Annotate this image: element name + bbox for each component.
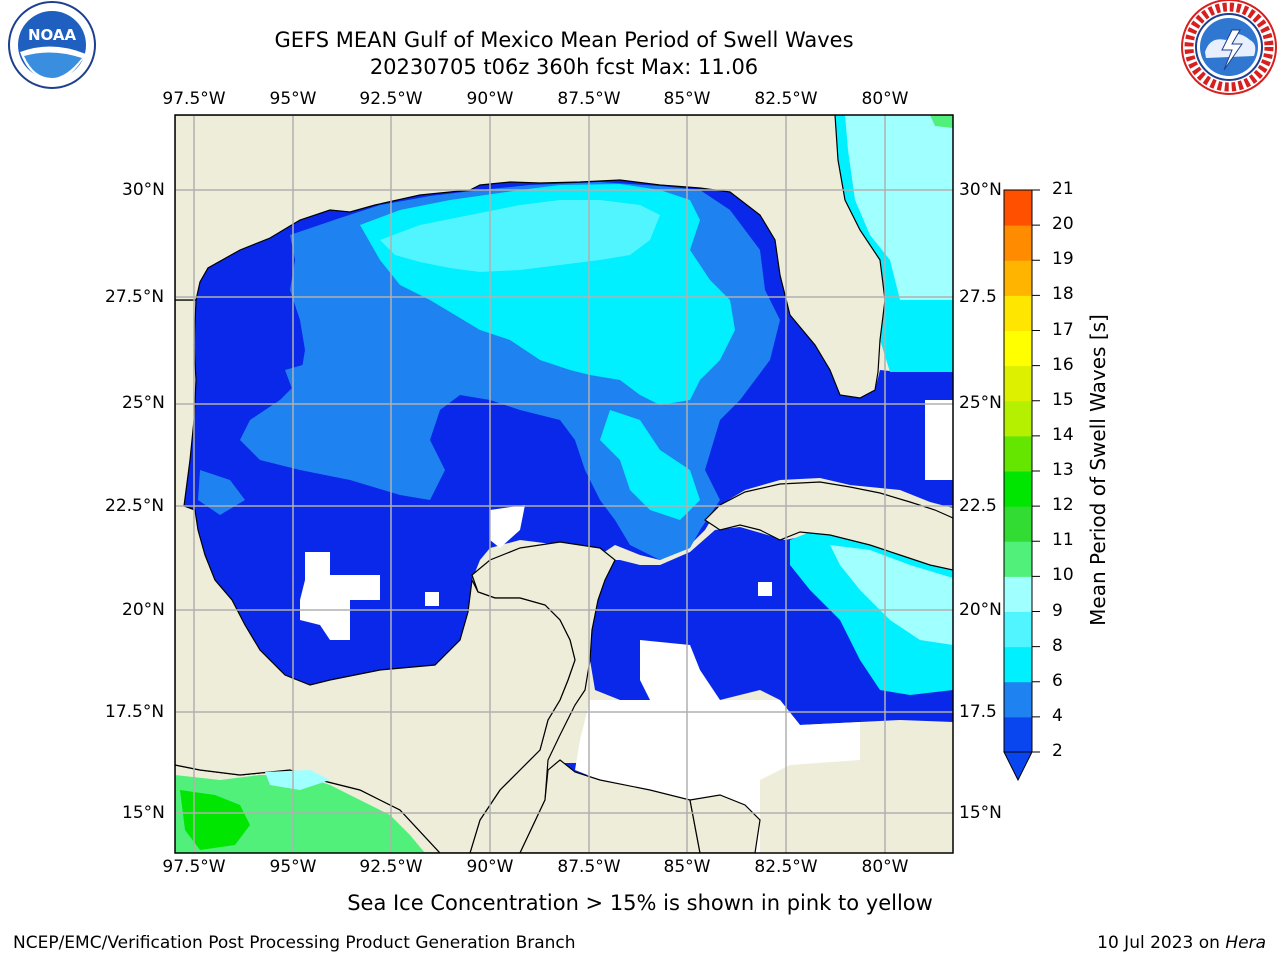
map-subtitle: 20230705 t06z 360h fcst Max: 11.06	[369, 55, 759, 79]
nws-logo	[1181, 0, 1277, 95]
mexico-land	[175, 299, 576, 853]
colorbar-segment	[1004, 646, 1032, 683]
colorbar-tick-label: 19	[1052, 249, 1074, 270]
colorbar-segment	[1004, 541, 1032, 577]
colorbar-tick-label: 20	[1052, 214, 1074, 235]
colorbar-segment	[1004, 330, 1032, 367]
colorbar-tick-label: 9	[1052, 600, 1063, 621]
colorbar-tick-label: 17	[1052, 319, 1074, 340]
lon-label: 90°W	[466, 857, 514, 877]
colorbar-segment	[1004, 190, 1032, 226]
lon-label: 85°W	[663, 857, 711, 877]
colorbar-tick-label: 15	[1052, 389, 1074, 410]
colorbar-tick-label: 11	[1052, 530, 1074, 551]
lat-label: 27.5	[959, 287, 997, 307]
cuba-land	[704, 481, 953, 571]
lon-label: 80°W	[861, 857, 909, 877]
lat-label: 30°N	[122, 180, 165, 200]
credit-text: NCEP/EMC/Verification Post Processing Pr…	[13, 933, 576, 953]
colorbar-segment	[1004, 365, 1032, 402]
colorbar-tick-label: 4	[1052, 705, 1063, 726]
lat-label: 22.5	[959, 496, 997, 516]
lat-label: 22.5°N	[105, 496, 165, 516]
colorbar-tick-label: 18	[1052, 284, 1074, 305]
colorbar-segment	[1004, 576, 1032, 612]
colorbar-tick-label: 14	[1052, 424, 1074, 445]
map-title: GEFS MEAN Gulf of Mexico Mean Period of …	[274, 28, 854, 52]
lon-label: 92.5°W	[359, 857, 423, 877]
lat-label: 15°N	[122, 803, 165, 823]
gulf-light-cyan	[380, 200, 660, 272]
lat-label: 15°N	[959, 803, 1002, 823]
lon-label: 95°W	[269, 857, 317, 877]
colorbar-segment	[1004, 225, 1032, 261]
noaa-logo: NOAA	[8, 1, 96, 89]
lat-label: 25°N	[122, 393, 165, 413]
colorbar-tick-label: 21	[1052, 179, 1074, 199]
colorbar-segment	[1004, 681, 1032, 718]
map-panel	[175, 115, 953, 853]
colorbar-segment	[1004, 716, 1032, 753]
lon-label: 97.5°W	[162, 857, 226, 877]
lon-label: 85°W	[663, 89, 711, 109]
date-stamp: 10 Jul 2023 on Hera	[1097, 933, 1266, 953]
lon-label: 90°W	[466, 89, 514, 109]
colorbar-tick-label: 2	[1052, 741, 1063, 761]
colorbar-segment	[1004, 611, 1032, 648]
lat-label: 17.5	[959, 702, 997, 722]
no-data-patches	[300, 552, 380, 640]
colorbar-segment	[1004, 260, 1032, 296]
colorbar-tick-label: 16	[1052, 354, 1074, 375]
lon-label: 87.5°W	[557, 857, 621, 877]
lat-label: 27.5°N	[105, 287, 165, 307]
colorbar-segment	[1004, 435, 1032, 472]
host-text: Hera	[1225, 933, 1266, 953]
lon-label: 97.5°W	[162, 89, 226, 109]
graticule	[175, 115, 953, 853]
lat-label: 20°N	[122, 600, 165, 620]
colorbar-title: Mean Period of Swell Waves [s]	[1086, 314, 1110, 626]
colorbar-tick-label: 13	[1052, 460, 1074, 480]
colorbar	[1003, 189, 1040, 782]
lon-label: 95°W	[269, 89, 317, 109]
colorbar-tick-label: 12	[1052, 495, 1074, 516]
us-land	[175, 115, 886, 399]
colorbar-segment	[1004, 295, 1032, 331]
lon-label: 92.5°W	[359, 89, 423, 109]
colorbar-segment	[1004, 471, 1032, 507]
lat-label: 17.5°N	[105, 702, 165, 722]
lat-label: 30°N	[959, 180, 1002, 200]
colorbar-segment	[1004, 506, 1032, 542]
noaa-logo-text: NOAA	[28, 26, 77, 44]
date-text: 10 Jul 2023 on	[1097, 933, 1220, 953]
colorbar-tick-label: 6	[1052, 670, 1063, 691]
lon-label: 80°W	[861, 89, 909, 109]
lat-label: 20°N	[959, 600, 1002, 620]
lon-label: 87.5°W	[557, 89, 621, 109]
lon-label: 82.5°W	[754, 857, 818, 877]
colorbar-tick-label: 8	[1052, 635, 1063, 656]
sea-ice-note: Sea Ice Concentration > 15% is shown in …	[347, 891, 933, 915]
colorbar-extend-low	[1003, 751, 1033, 782]
colorbar-segment	[1004, 400, 1032, 437]
map-frame	[174, 114, 954, 854]
lat-label: 25°N	[959, 393, 1002, 413]
lon-label: 82.5°W	[754, 89, 818, 109]
colorbar-tick-label: 10	[1052, 565, 1074, 586]
